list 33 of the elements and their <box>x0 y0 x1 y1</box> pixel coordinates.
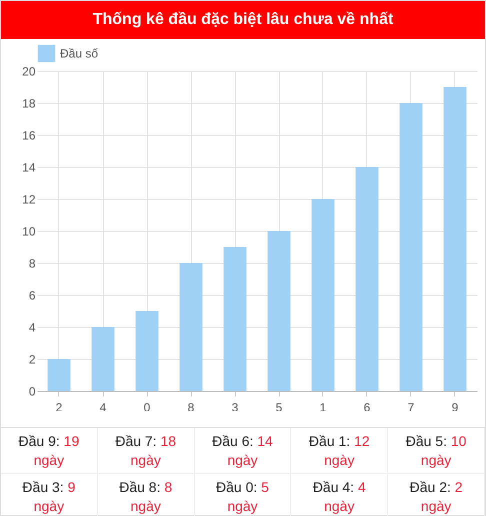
bar <box>180 263 202 391</box>
y-tick-label: 16 <box>22 128 36 142</box>
text: Đầu 9: 19 ngày <box>1 428 98 474</box>
text: Đầu 5: 10 ngày <box>388 428 485 474</box>
bar <box>224 247 246 391</box>
text: Đầu 0: 5 ngày <box>194 474 292 516</box>
y-tick-label: 18 <box>22 96 36 110</box>
bar <box>312 199 334 391</box>
y-tick-label: 14 <box>22 160 36 174</box>
text: Đầu 3: 9 ngày <box>1 474 98 516</box>
bar <box>400 103 422 391</box>
text: Đầu 6: 14 ngày <box>194 428 292 474</box>
text: Đầu 8: 8 ngày <box>98 474 195 516</box>
bar <box>136 311 158 391</box>
y-tick-label: 10 <box>22 224 36 238</box>
bar <box>444 87 466 391</box>
text: Đầu 7: 18 ngày <box>98 428 195 474</box>
y-tick-label: 4 <box>28 320 36 334</box>
bar <box>356 167 378 391</box>
y-tick-label: 8 <box>28 256 36 270</box>
legend-label: Đầu số <box>60 46 98 60</box>
y-tick-label: 12 <box>22 192 36 206</box>
bar <box>268 231 290 391</box>
bar <box>92 327 114 391</box>
y-tick-label: 0 <box>28 384 36 398</box>
bar <box>48 359 70 391</box>
text: Đầu 2: 2 ngày <box>388 474 485 516</box>
y-tick-label: 2 <box>28 352 36 366</box>
chart-title: Thống kê đầu đặc biệt lâu chưa về nhất <box>1 1 485 39</box>
text: Đầu 4: 4 ngày <box>291 474 388 516</box>
y-tick-label: 20 <box>22 64 36 78</box>
y-tick-label: 6 <box>28 288 36 302</box>
text: Đầu 1: 12 ngày <box>291 428 388 474</box>
